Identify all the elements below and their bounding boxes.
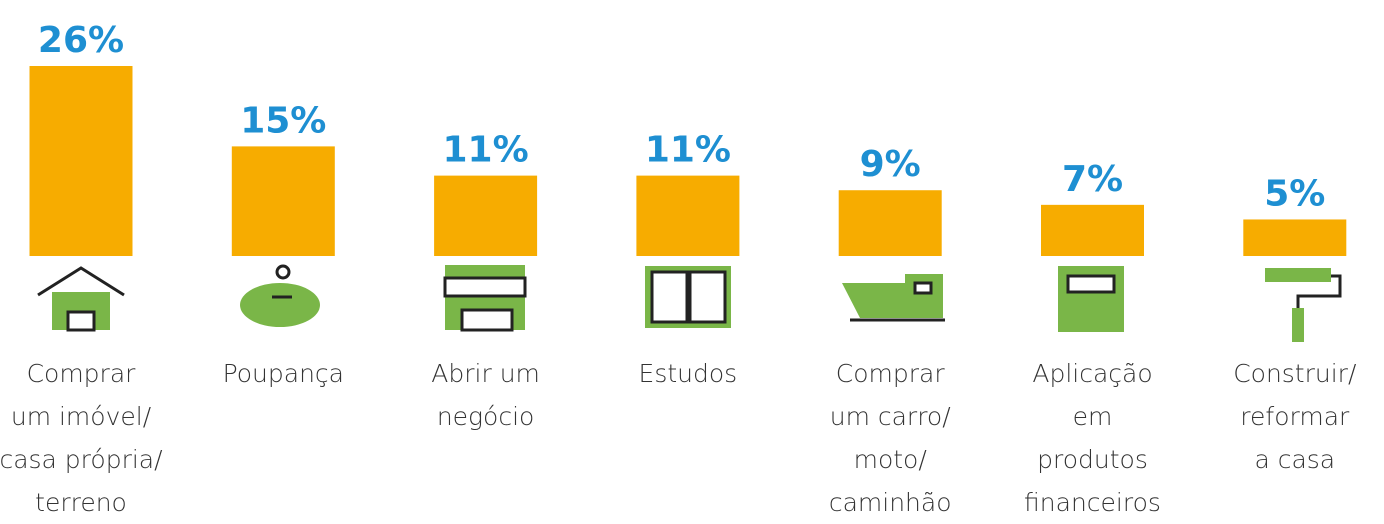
- piggy-icon: [240, 264, 320, 327]
- category-label: Comprar um imóvel/ casa própria/ terreno: [0, 359, 163, 517]
- bar: [434, 175, 538, 256]
- bar: [231, 146, 335, 256]
- bar: [1041, 204, 1144, 256]
- value-label: 11%: [443, 130, 529, 171]
- category-label: Abrir um negócio: [431, 359, 540, 431]
- value-label: 9%: [860, 144, 921, 185]
- calculator-icon: [1058, 266, 1124, 332]
- category-label: Comprar um carro/ moto/ caminhão: [828, 359, 952, 517]
- category-label: Aplicação em produtos financeiros: [1024, 359, 1161, 517]
- category-label: Estudos: [638, 359, 738, 388]
- bar: [636, 175, 740, 256]
- book-icon: [645, 266, 731, 328]
- bar: [1243, 219, 1347, 256]
- bar: [29, 66, 133, 256]
- value-label: 26%: [38, 20, 124, 61]
- bar: [838, 190, 942, 256]
- value-label: 11%: [645, 130, 731, 171]
- house-icon: [37, 266, 125, 332]
- value-label: 5%: [1264, 173, 1325, 214]
- category-label: Construir/ reformar a casa: [1233, 359, 1357, 474]
- value-label: 7%: [1062, 159, 1123, 200]
- value-label: 15%: [240, 100, 326, 141]
- truck-icon: [842, 274, 945, 322]
- shop-icon: [443, 265, 527, 332]
- icons: [37, 264, 1342, 342]
- category-label: Poupança: [222, 359, 345, 388]
- roller-icon: [1265, 268, 1342, 342]
